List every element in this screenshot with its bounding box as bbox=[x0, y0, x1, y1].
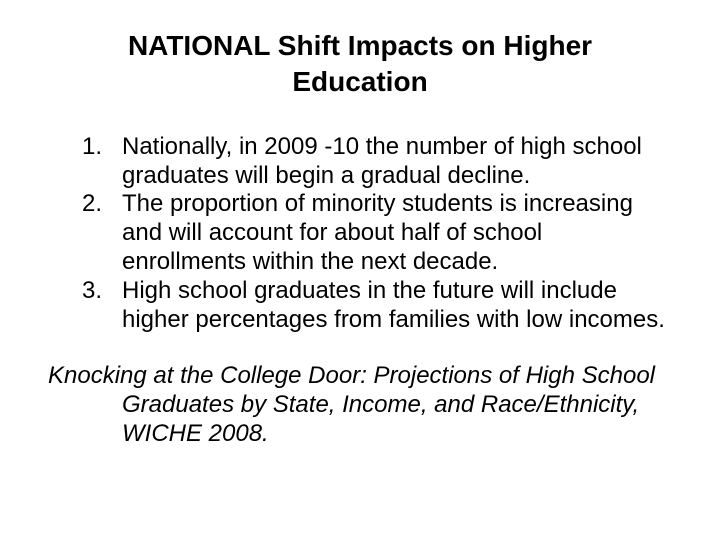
slide-title: NATIONAL Shift Impacts on Higher Educati… bbox=[48, 28, 672, 101]
list-item: Nationally, in 2009 -10 the number of hi… bbox=[48, 133, 672, 191]
numbered-list: Nationally, in 2009 -10 the number of hi… bbox=[48, 133, 672, 335]
citation-text: Knocking at the College Door: Projection… bbox=[48, 362, 672, 448]
list-item: High school graduates in the future will… bbox=[48, 277, 672, 335]
list-item: The proportion of minority students is i… bbox=[48, 190, 672, 276]
